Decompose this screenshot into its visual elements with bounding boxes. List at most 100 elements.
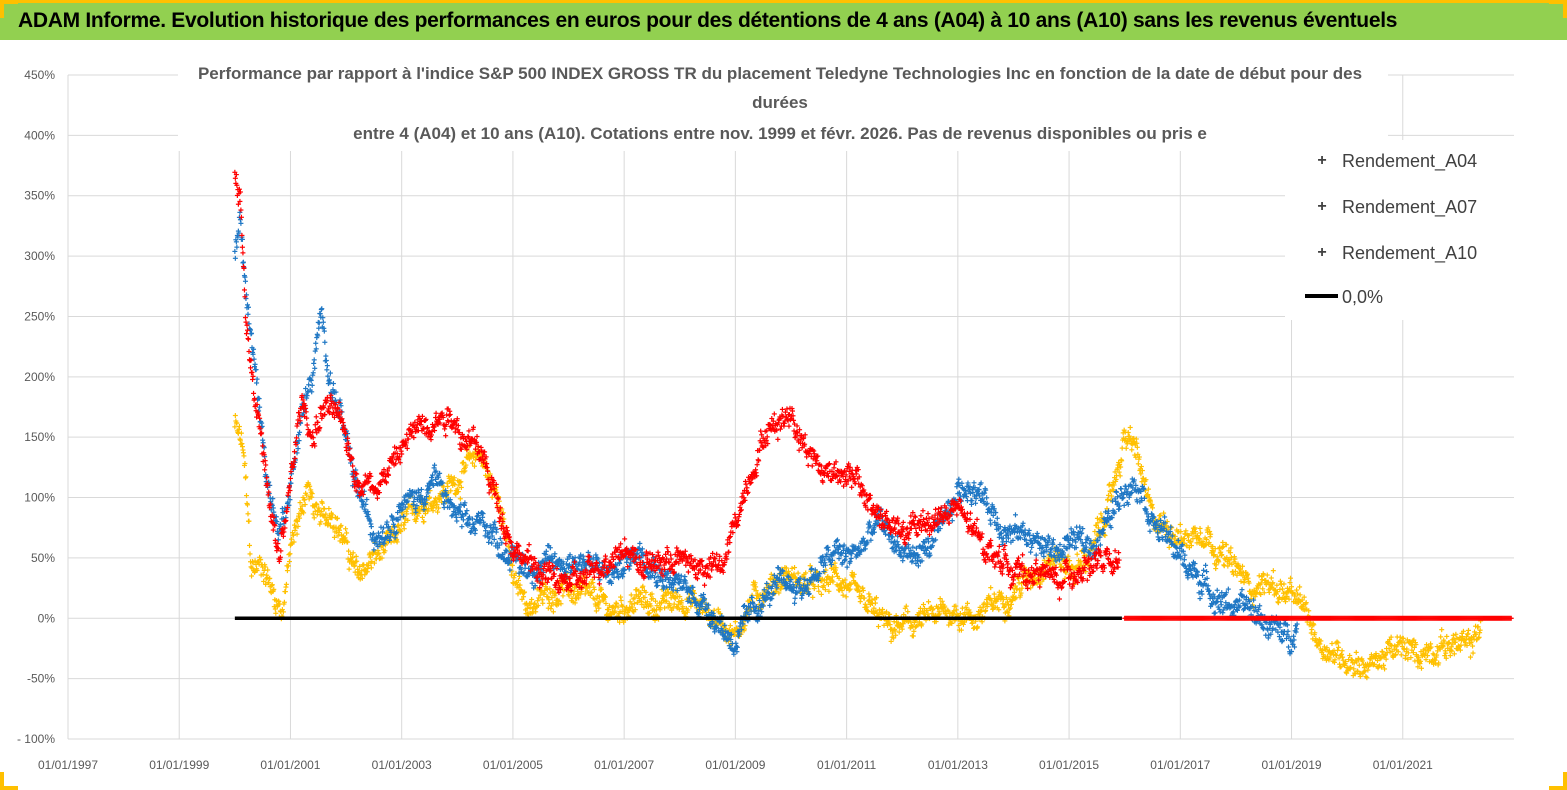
point-a07 <box>320 319 326 325</box>
point-a07 <box>432 469 438 475</box>
point-a07 <box>1212 610 1218 616</box>
x-tick-label: 01/01/2015 <box>1039 758 1099 772</box>
point-a04 <box>1166 544 1172 550</box>
point-a04 <box>344 530 350 536</box>
point-a04 <box>810 594 816 600</box>
point-a04 <box>241 453 247 459</box>
point-a04 <box>1266 589 1272 595</box>
point-a04 <box>795 570 801 576</box>
point-a10 <box>245 336 251 342</box>
point-a04 <box>292 522 298 528</box>
point-a04 <box>345 539 351 545</box>
point-a04 <box>367 554 373 560</box>
point-a07 <box>430 472 436 478</box>
point-a10 <box>232 175 238 181</box>
point-a04 <box>304 492 310 498</box>
point-a04 <box>333 529 339 535</box>
point-a04 <box>413 516 419 522</box>
point-a04 <box>279 607 285 613</box>
point-a04 <box>448 474 454 480</box>
point-a04 <box>284 568 290 574</box>
point-a07 <box>310 370 316 376</box>
point-a07 <box>973 500 979 506</box>
point-a04 <box>727 623 733 629</box>
point-a04 <box>1177 521 1183 527</box>
point-a04 <box>232 424 238 430</box>
x-tick-label: 01/01/1997 <box>38 758 98 772</box>
point-a04 <box>265 567 271 573</box>
point-a04 <box>1074 551 1080 557</box>
point-a04 <box>317 521 323 527</box>
x-tick-label: 01/01/2007 <box>594 758 654 772</box>
point-a04 <box>1334 639 1340 645</box>
point-a10 <box>374 495 380 501</box>
point-a10 <box>238 207 244 213</box>
point-a07 <box>240 259 246 265</box>
point-a04 <box>326 506 332 512</box>
scatter-points <box>232 169 1514 681</box>
report-title: ADAM Informe. Evolution historique des p… <box>18 9 1397 33</box>
corner-mark-bottom-left <box>0 772 18 790</box>
point-a07 <box>1118 486 1124 492</box>
point-a04 <box>1439 627 1445 633</box>
point-a07 <box>323 358 329 364</box>
point-a04 <box>343 526 349 532</box>
point-a07 <box>489 540 495 546</box>
point-a04 <box>1339 648 1345 654</box>
point-a10 <box>249 369 255 375</box>
point-a04 <box>287 551 293 557</box>
point-a07 <box>637 540 643 546</box>
point-a04 <box>285 563 291 569</box>
point-a04 <box>419 514 425 520</box>
point-a07 <box>316 320 322 326</box>
point-a04 <box>437 496 443 502</box>
point-a04 <box>283 581 289 587</box>
point-a04 <box>593 608 599 614</box>
point-a10 <box>242 315 248 321</box>
point-a04 <box>232 413 238 419</box>
point-a04 <box>816 588 822 594</box>
point-a04 <box>276 598 282 604</box>
point-a04 <box>789 565 795 571</box>
y-tick-label: 300% <box>24 249 55 263</box>
x-tick-label: 01/01/2013 <box>928 758 988 772</box>
point-a04 <box>318 508 324 514</box>
point-a04 <box>293 525 299 531</box>
point-a07 <box>1239 587 1245 593</box>
point-a07 <box>844 564 850 570</box>
point-a07 <box>327 370 333 376</box>
point-a04 <box>314 502 320 508</box>
point-a04 <box>1008 601 1014 607</box>
point-a07 <box>459 524 465 530</box>
point-a07 <box>792 600 798 606</box>
point-a04 <box>263 581 269 587</box>
point-a04 <box>286 559 292 565</box>
point-a07 <box>529 580 535 586</box>
point-a07 <box>1214 587 1220 593</box>
point-a04 <box>416 510 422 516</box>
y-tick-label: 350% <box>24 189 55 203</box>
point-a04 <box>329 512 335 518</box>
point-a07 <box>238 220 244 226</box>
x-tick-label: 01/01/2003 <box>372 758 432 772</box>
point-a10 <box>262 467 268 473</box>
point-a07 <box>479 510 485 516</box>
point-a10 <box>243 331 249 337</box>
point-a04 <box>286 552 292 558</box>
point-a04 <box>434 502 440 508</box>
point-a07 <box>1121 502 1127 508</box>
point-a04 <box>318 519 324 525</box>
point-a04 <box>354 558 360 564</box>
point-a04 <box>421 519 427 525</box>
point-a04 <box>371 560 377 566</box>
point-a04 <box>376 556 382 562</box>
point-a10 <box>287 475 293 481</box>
y-tick-label: 450% <box>24 68 55 82</box>
point-a04 <box>249 573 255 579</box>
point-a04 <box>910 633 916 639</box>
point-a04 <box>243 493 249 499</box>
point-a04 <box>888 638 894 644</box>
report-banner: ADAM Informe. Evolution historique des p… <box>0 0 1567 40</box>
point-a04 <box>297 500 303 506</box>
point-a04 <box>321 506 327 512</box>
